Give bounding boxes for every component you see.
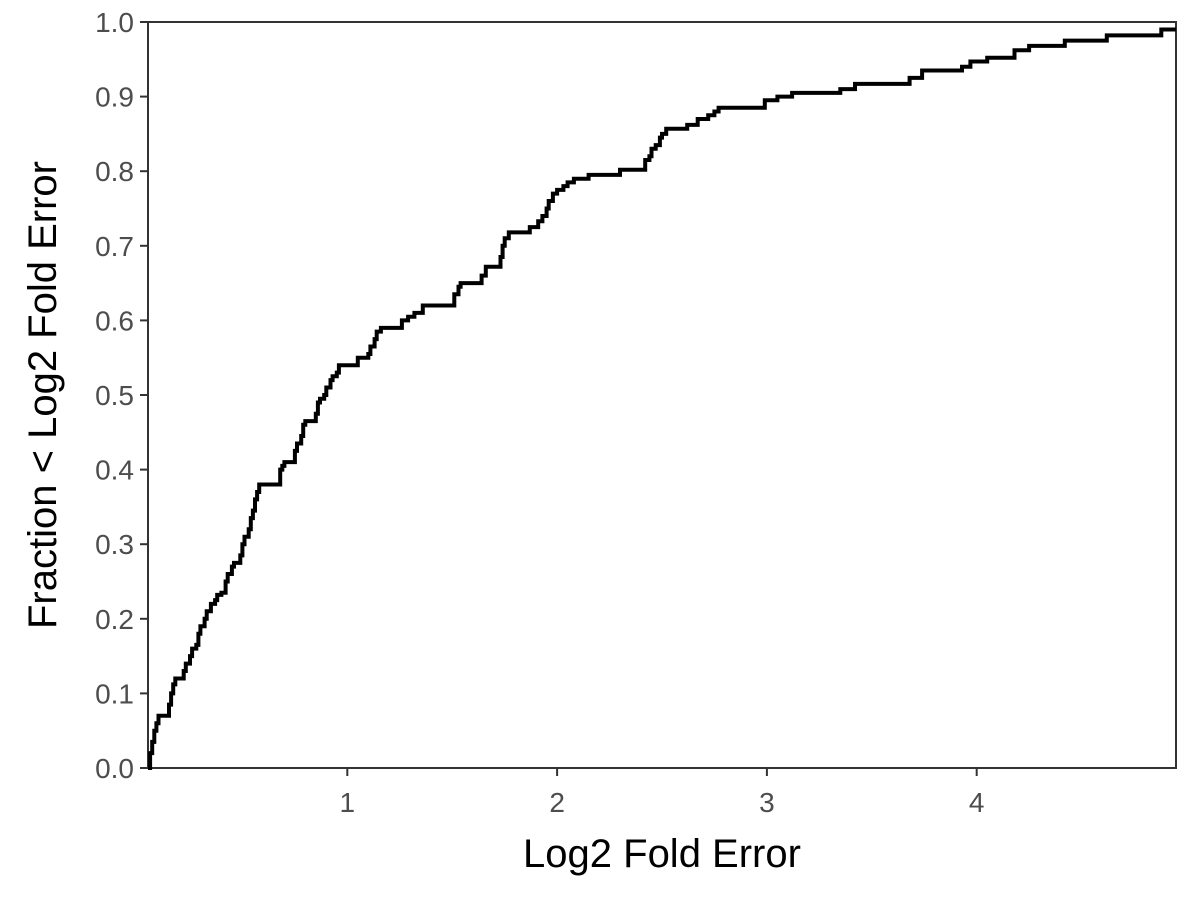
- x-tick-label: 2: [549, 787, 565, 818]
- y-axis: 0.0 0.1 0.2 0.3 0.4 0.5 0.6 0.7 0.8 0.9 1.0: [95, 7, 148, 784]
- y-tick-label: 1.0: [95, 7, 134, 38]
- y-tick-label: 0.8: [95, 156, 134, 187]
- x-tick-label: 3: [759, 787, 775, 818]
- y-tick-label: 0.6: [95, 305, 134, 336]
- y-tick-label: 0.2: [95, 604, 134, 635]
- y-tick-label: 0.4: [95, 455, 134, 486]
- x-axis: 1 2 3 4: [340, 768, 985, 818]
- y-tick-label: 0.1: [95, 678, 134, 709]
- plot-panel: [147, 21, 1177, 770]
- x-tick-label: 4: [969, 787, 985, 818]
- y-tick-label: 0.5: [95, 380, 134, 411]
- y-axis-title: Fraction < Log2 Fold Error: [21, 161, 65, 629]
- x-axis-title: Log2 Fold Error: [523, 832, 801, 876]
- y-tick-label: 0.0: [95, 753, 134, 784]
- y-tick-label: 0.3: [95, 529, 134, 560]
- ecdf-line: [148, 27, 1176, 770]
- y-tick-label: 0.9: [95, 82, 134, 113]
- y-tick-label: 0.7: [95, 231, 134, 262]
- x-tick-label: 1: [340, 787, 356, 818]
